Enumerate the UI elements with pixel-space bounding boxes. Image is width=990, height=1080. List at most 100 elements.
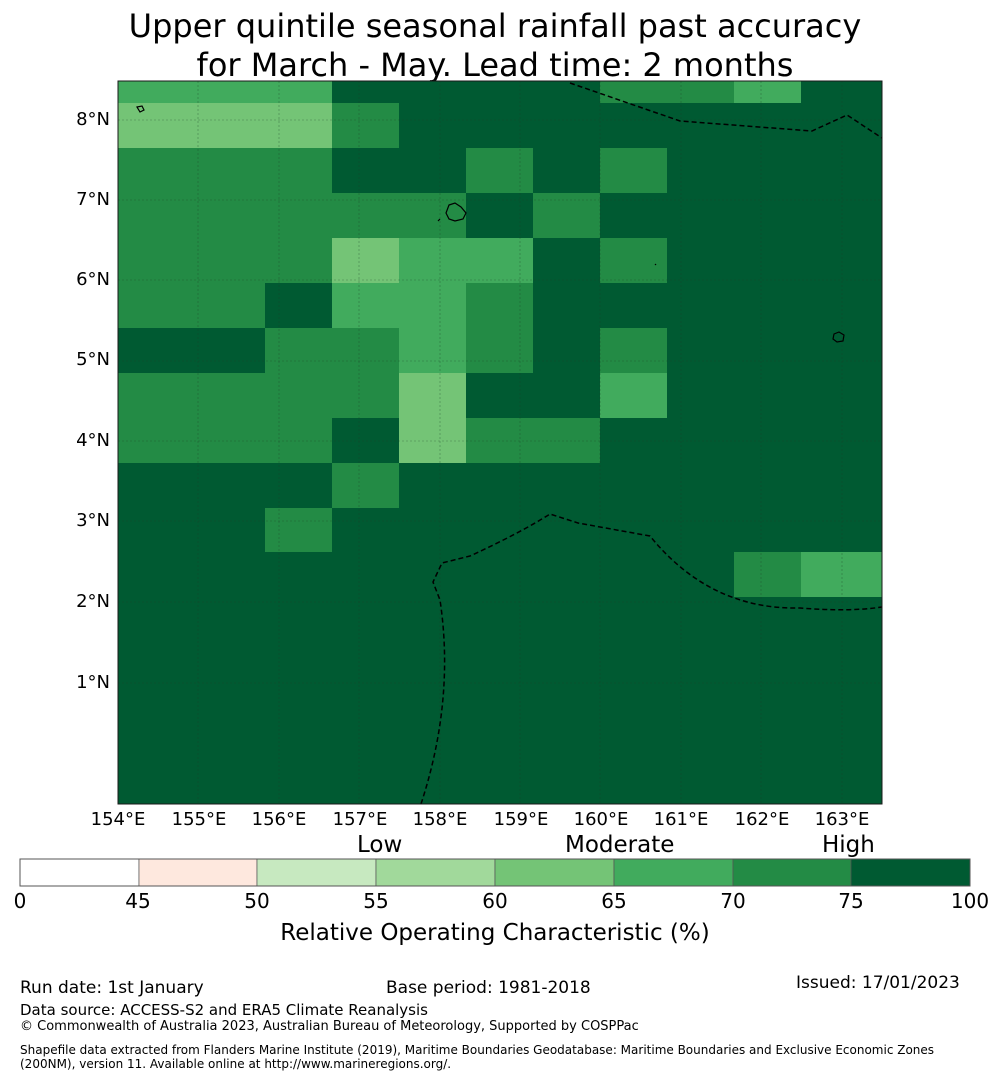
grid-cell bbox=[118, 732, 132, 805]
grid-cell bbox=[399, 148, 467, 194]
colorbar-segment bbox=[256, 858, 377, 887]
grid-cell bbox=[734, 373, 802, 419]
colorbar-title: Relative Operating Characteristic (%) bbox=[280, 920, 710, 946]
grid-cell bbox=[198, 508, 266, 553]
grid-cell bbox=[466, 328, 534, 374]
grid-cell bbox=[600, 373, 668, 419]
grid-cell bbox=[466, 373, 534, 419]
grid-cell bbox=[332, 597, 400, 643]
colorbar-tick-65: 65 bbox=[601, 889, 627, 913]
grid-cell bbox=[399, 328, 467, 374]
lat-label-4n: 4°N bbox=[76, 430, 110, 451]
grid-cell bbox=[868, 283, 883, 329]
islet-a bbox=[437, 218, 441, 222]
grid-cell bbox=[131, 642, 199, 688]
grid-cell bbox=[801, 373, 869, 419]
grid-cell bbox=[667, 508, 735, 553]
grid-cell bbox=[734, 148, 802, 194]
grid-cell bbox=[533, 238, 601, 284]
grid-cell bbox=[131, 238, 199, 284]
lon-label-156e: 156°E bbox=[251, 809, 307, 830]
lon-label-154e: 154°E bbox=[90, 809, 146, 830]
grid-cell bbox=[118, 373, 132, 419]
grid-cell bbox=[533, 103, 601, 149]
rainfall-accuracy-map bbox=[117, 80, 883, 805]
grid-cell bbox=[667, 552, 735, 598]
grid-cell bbox=[265, 508, 333, 553]
grid-cell bbox=[667, 283, 735, 329]
grid-cell bbox=[265, 642, 333, 688]
grid-cell bbox=[734, 81, 802, 104]
grid-cell bbox=[265, 373, 333, 419]
grid-cell bbox=[801, 597, 869, 643]
grid-cell bbox=[868, 328, 883, 374]
grid-cell bbox=[533, 373, 601, 419]
colorbar-tick-0: 0 bbox=[13, 889, 27, 913]
map-title-line-1: Upper quintile seasonal rainfall past ac… bbox=[128, 7, 862, 45]
grid-cell bbox=[265, 328, 333, 374]
colorbar-tick-70: 70 bbox=[720, 889, 746, 913]
grid-cell bbox=[533, 732, 601, 805]
grid-cell bbox=[667, 238, 735, 284]
grid-cell bbox=[198, 193, 266, 239]
grid-cell bbox=[131, 283, 199, 329]
grid-cell bbox=[801, 552, 869, 598]
grid-cell bbox=[466, 81, 534, 104]
grid-cell bbox=[399, 193, 467, 239]
grid-cell bbox=[265, 148, 333, 194]
grid-cell bbox=[198, 81, 266, 104]
grid-cell bbox=[533, 193, 601, 239]
grid-cell bbox=[600, 283, 668, 329]
colorbar-frame bbox=[19, 858, 971, 887]
grid-cell bbox=[600, 552, 668, 598]
grid-cell bbox=[332, 642, 400, 688]
grid-cell bbox=[667, 687, 735, 733]
grid-cell bbox=[118, 238, 132, 284]
grid-cell bbox=[399, 597, 467, 643]
grid-cell bbox=[332, 687, 400, 733]
grid-cell bbox=[868, 81, 883, 104]
grid-cell bbox=[734, 508, 802, 553]
grid-cell bbox=[801, 328, 869, 374]
grid-cell bbox=[533, 552, 601, 598]
base-period: Base period: 1981-2018 bbox=[386, 978, 591, 998]
lon-label-163e: 163°E bbox=[814, 809, 870, 830]
grid-cell bbox=[667, 642, 735, 688]
grid-cell bbox=[131, 508, 199, 553]
grid-cell bbox=[118, 642, 132, 688]
grid-cell bbox=[667, 81, 735, 104]
colorbar-segment bbox=[613, 858, 734, 887]
grid-cell bbox=[600, 597, 668, 643]
grid-cell bbox=[332, 81, 400, 104]
grid-cell bbox=[265, 687, 333, 733]
grid-cell bbox=[118, 328, 132, 374]
grid-cell bbox=[131, 463, 199, 509]
grid-cell bbox=[466, 148, 534, 194]
grid-cell bbox=[801, 642, 869, 688]
grid-cell bbox=[399, 508, 467, 553]
lat-label-6n: 6°N bbox=[76, 269, 110, 290]
grid-cell bbox=[332, 238, 400, 284]
colorbar-tick-60: 60 bbox=[482, 889, 508, 913]
grid-cell bbox=[533, 81, 601, 104]
grid-cell bbox=[466, 552, 534, 598]
grid-cell bbox=[868, 687, 883, 733]
grid-cell bbox=[466, 732, 534, 805]
grid-cell bbox=[198, 148, 266, 194]
grid-cell bbox=[198, 597, 266, 643]
grid-cell bbox=[868, 103, 883, 149]
grid-cell bbox=[118, 103, 132, 149]
grid-cell bbox=[600, 642, 668, 688]
grid-cell bbox=[265, 552, 333, 598]
copyright-notice: © Commonwealth of Australia 2023, Austra… bbox=[20, 1019, 639, 1034]
grid-cell bbox=[600, 328, 668, 374]
grid-cell bbox=[399, 463, 467, 509]
lon-label-158e: 158°E bbox=[412, 809, 468, 830]
grid-cell bbox=[533, 463, 601, 509]
grid-cell bbox=[198, 238, 266, 284]
maritime-boundary-south bbox=[420, 513, 883, 805]
map-title-line-2: for March - May. Lead time: 2 months bbox=[196, 46, 794, 84]
colorbar-segment bbox=[375, 858, 496, 887]
grid-cell bbox=[131, 148, 199, 194]
grid-cell bbox=[198, 552, 266, 598]
